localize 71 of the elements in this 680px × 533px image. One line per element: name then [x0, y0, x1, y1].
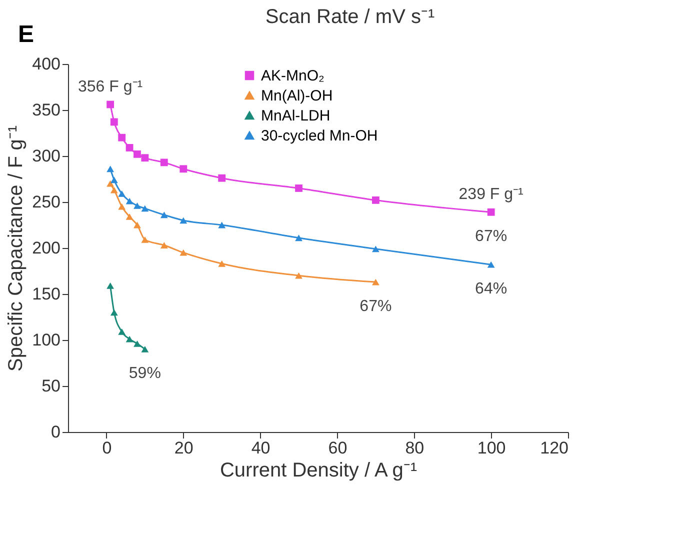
point — [106, 282, 114, 289]
point — [118, 134, 126, 142]
point — [126, 214, 134, 220]
x-tick-label: 100 — [477, 438, 506, 458]
point — [180, 249, 188, 256]
annotation: 356 F g⁻¹ — [78, 78, 143, 96]
x-tick-label: 60 — [328, 438, 348, 458]
point — [134, 150, 141, 158]
annotation: 67% — [360, 298, 392, 316]
point — [141, 154, 149, 162]
point — [141, 346, 149, 352]
x-axis-title: Current Density / A g⁻¹ — [220, 460, 418, 482]
x-tick-label: 20 — [174, 438, 194, 458]
point — [218, 260, 226, 267]
point — [110, 309, 118, 316]
point — [110, 176, 118, 184]
point — [218, 174, 226, 182]
point — [180, 217, 188, 224]
point — [126, 144, 134, 152]
y-axis-title: Specific Capacitance / F g⁻¹ — [5, 125, 28, 372]
point — [110, 118, 118, 126]
y-tick-label: 0 — [51, 422, 60, 442]
point — [134, 222, 141, 228]
y-tick-label: 150 — [32, 284, 60, 304]
point — [110, 186, 118, 194]
legend-label: Mn(Al)-OH — [261, 88, 333, 104]
y-tick-label: 200 — [32, 238, 60, 258]
point — [372, 278, 380, 286]
point — [487, 208, 495, 216]
point — [134, 202, 141, 209]
point — [106, 166, 114, 172]
chart-title: E — [18, 21, 34, 48]
point — [487, 261, 495, 268]
point — [295, 272, 302, 279]
x-tick-label: 0 — [102, 438, 112, 458]
legend-label: AK-MnO₂ — [261, 68, 325, 84]
annotation: 67% — [475, 228, 508, 246]
point — [160, 242, 168, 248]
annotation: 59% — [128, 365, 161, 382]
point — [295, 234, 302, 242]
x-tick-label: 120 — [540, 438, 568, 458]
y-tick-label: 300 — [32, 146, 60, 166]
legend-label: MnAl-LDH — [261, 108, 330, 124]
annotation: 64% — [475, 280, 508, 298]
y-tick-label: 100 — [32, 330, 60, 350]
point — [134, 340, 141, 347]
x-tick-label: 80 — [405, 438, 424, 458]
point — [218, 222, 226, 228]
x-tick-label: 40 — [251, 438, 270, 458]
point — [141, 236, 149, 243]
point — [295, 184, 302, 192]
point — [372, 196, 380, 204]
point — [118, 203, 126, 210]
point — [106, 180, 114, 187]
point — [106, 100, 114, 108]
point — [160, 212, 168, 218]
y-tick-label: 400 — [32, 54, 60, 74]
y-tick-label: 50 — [42, 376, 60, 396]
point — [141, 205, 149, 212]
y-tick-label: 350 — [32, 100, 60, 120]
point — [126, 198, 134, 204]
legend-label: 30-cycled Mn-OH — [261, 128, 378, 144]
point — [180, 165, 188, 173]
y-tick-label: 250 — [32, 192, 60, 212]
point — [160, 158, 168, 166]
point — [118, 328, 126, 335]
point — [118, 190, 126, 197]
text: Scan Rate / mV s⁻¹ — [264, 5, 436, 29]
annotation: 239 F g⁻¹ — [458, 186, 524, 204]
point — [126, 336, 134, 342]
point — [372, 246, 380, 252]
